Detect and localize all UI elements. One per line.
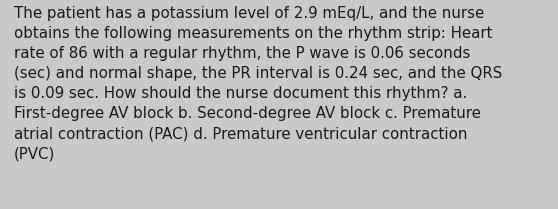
Text: The patient has a potassium level of 2.9 mEq/L, and the nurse
obtains the follow: The patient has a potassium level of 2.9… bbox=[14, 6, 502, 162]
